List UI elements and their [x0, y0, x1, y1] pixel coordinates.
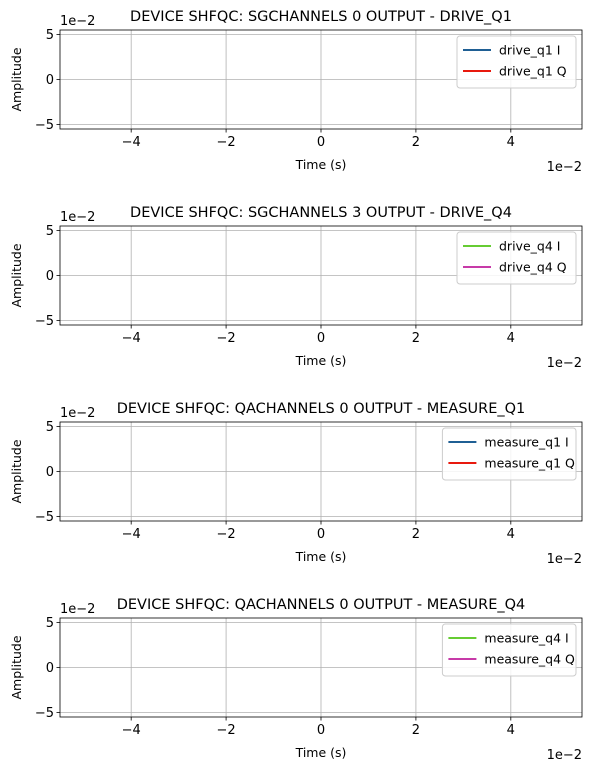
x-axis-label: Time (s)	[295, 353, 347, 368]
x-offset-label: 1e−2	[547, 748, 582, 763]
y-tick-label: −5	[35, 118, 54, 133]
x-offset-label: 1e−2	[547, 160, 582, 175]
x-tick-label: 4	[507, 135, 515, 150]
x-tick-label: 2	[412, 331, 420, 346]
y-tick-label: 0	[46, 661, 54, 676]
x-tick-label: 0	[317, 723, 325, 738]
legend: measure_q4 I measure_q4 Q	[441, 623, 577, 677]
y-offset-label: 1e−2	[60, 602, 95, 617]
x-tick-label: 2	[412, 135, 420, 150]
x-tick-label: 4	[507, 723, 515, 738]
y-axis-label: Amplitude	[9, 635, 24, 699]
legend: drive_q4 I drive_q4 Q	[456, 231, 577, 285]
y-offset-label: 1e−2	[60, 14, 95, 29]
chart-title: DEVICE SHFQC: QACHANNELS 0 OUTPUT - MEAS…	[117, 597, 526, 613]
y-tick-label: 5	[46, 616, 54, 631]
y-axis-label: Amplitude	[9, 47, 24, 111]
y-tick-label: −5	[35, 706, 54, 721]
chart-3: −4 −2 0 2 4 −5 0 5 1e−2 1e−2 DEVICE SHFQC: QACHANN…	[9, 401, 583, 567]
x-tick-label: −2	[217, 331, 236, 346]
x-tick-label: −2	[217, 527, 236, 542]
x-tick-label: 0	[317, 331, 325, 346]
y-tick-label: 5	[46, 28, 54, 43]
x-tick-label: −2	[217, 723, 236, 738]
legend-label: measure_q4 Q	[484, 652, 575, 667]
legend-label: measure_q1 I	[484, 435, 568, 450]
legend-label: drive_q1 Q	[499, 64, 567, 79]
legend: measure_q1 I measure_q1 Q	[441, 427, 577, 481]
chart-title: DEVICE SHFQC: SGCHANNELS 3 OUTPUT - DRIV…	[130, 205, 512, 221]
y-tick-label: 5	[46, 420, 54, 435]
chart-title: DEVICE SHFQC: QACHANNELS 0 OUTPUT - MEAS…	[117, 401, 526, 417]
legend: drive_q1 I drive_q1 Q	[456, 35, 577, 89]
x-tick-label: −4	[122, 135, 141, 150]
x-axis-label: Time (s)	[295, 745, 347, 760]
legend-label: drive_q4 I	[499, 239, 560, 254]
x-tick-label: −4	[122, 527, 141, 542]
x-tick-label: 4	[507, 331, 515, 346]
y-tick-label: 5	[46, 224, 54, 239]
y-offset-label: 1e−2	[60, 210, 95, 225]
legend-label: measure_q1 Q	[484, 456, 575, 471]
y-tick-label: 0	[46, 465, 54, 480]
x-axis-label: Time (s)	[295, 549, 347, 564]
y-axis-label: Amplitude	[9, 439, 24, 503]
chart-4: −4 −2 0 2 4 −5 0 5 1e−2 1e−2 DEVICE SHFQC: QACHANN…	[9, 597, 583, 763]
y-tick-label: −5	[35, 510, 54, 525]
chart-2: −4 −2 0 2 4 −5 0 5 1e−2 1e−2 DEVICE SHFQC: SGCHANN…	[9, 205, 583, 371]
x-tick-label: 2	[412, 723, 420, 738]
y-tick-label: −5	[35, 314, 54, 329]
x-tick-label: 0	[317, 135, 325, 150]
chart-1: −4 −2 0 2 4 −5 0 5 1e−2 1e−2 DEVICE SHFQC: SGCHANN…	[9, 9, 583, 175]
legend-label: measure_q4 I	[484, 631, 568, 646]
x-tick-label: −2	[217, 135, 236, 150]
legend-label: drive_q1 I	[499, 43, 560, 58]
x-tick-label: 0	[317, 527, 325, 542]
x-tick-label: 4	[507, 527, 515, 542]
x-offset-label: 1e−2	[547, 552, 582, 567]
y-axis-label: Amplitude	[9, 243, 24, 307]
chart-title: DEVICE SHFQC: SGCHANNELS 0 OUTPUT - DRIV…	[130, 9, 512, 25]
x-tick-label: −4	[122, 331, 141, 346]
x-offset-label: 1e−2	[547, 356, 582, 371]
y-tick-label: 0	[46, 269, 54, 284]
y-tick-label: 0	[46, 73, 54, 88]
legend-label: drive_q4 Q	[499, 260, 567, 275]
y-offset-label: 1e−2	[60, 406, 95, 421]
x-axis-label: Time (s)	[295, 157, 347, 172]
x-tick-label: 2	[412, 527, 420, 542]
x-tick-label: −4	[122, 723, 141, 738]
